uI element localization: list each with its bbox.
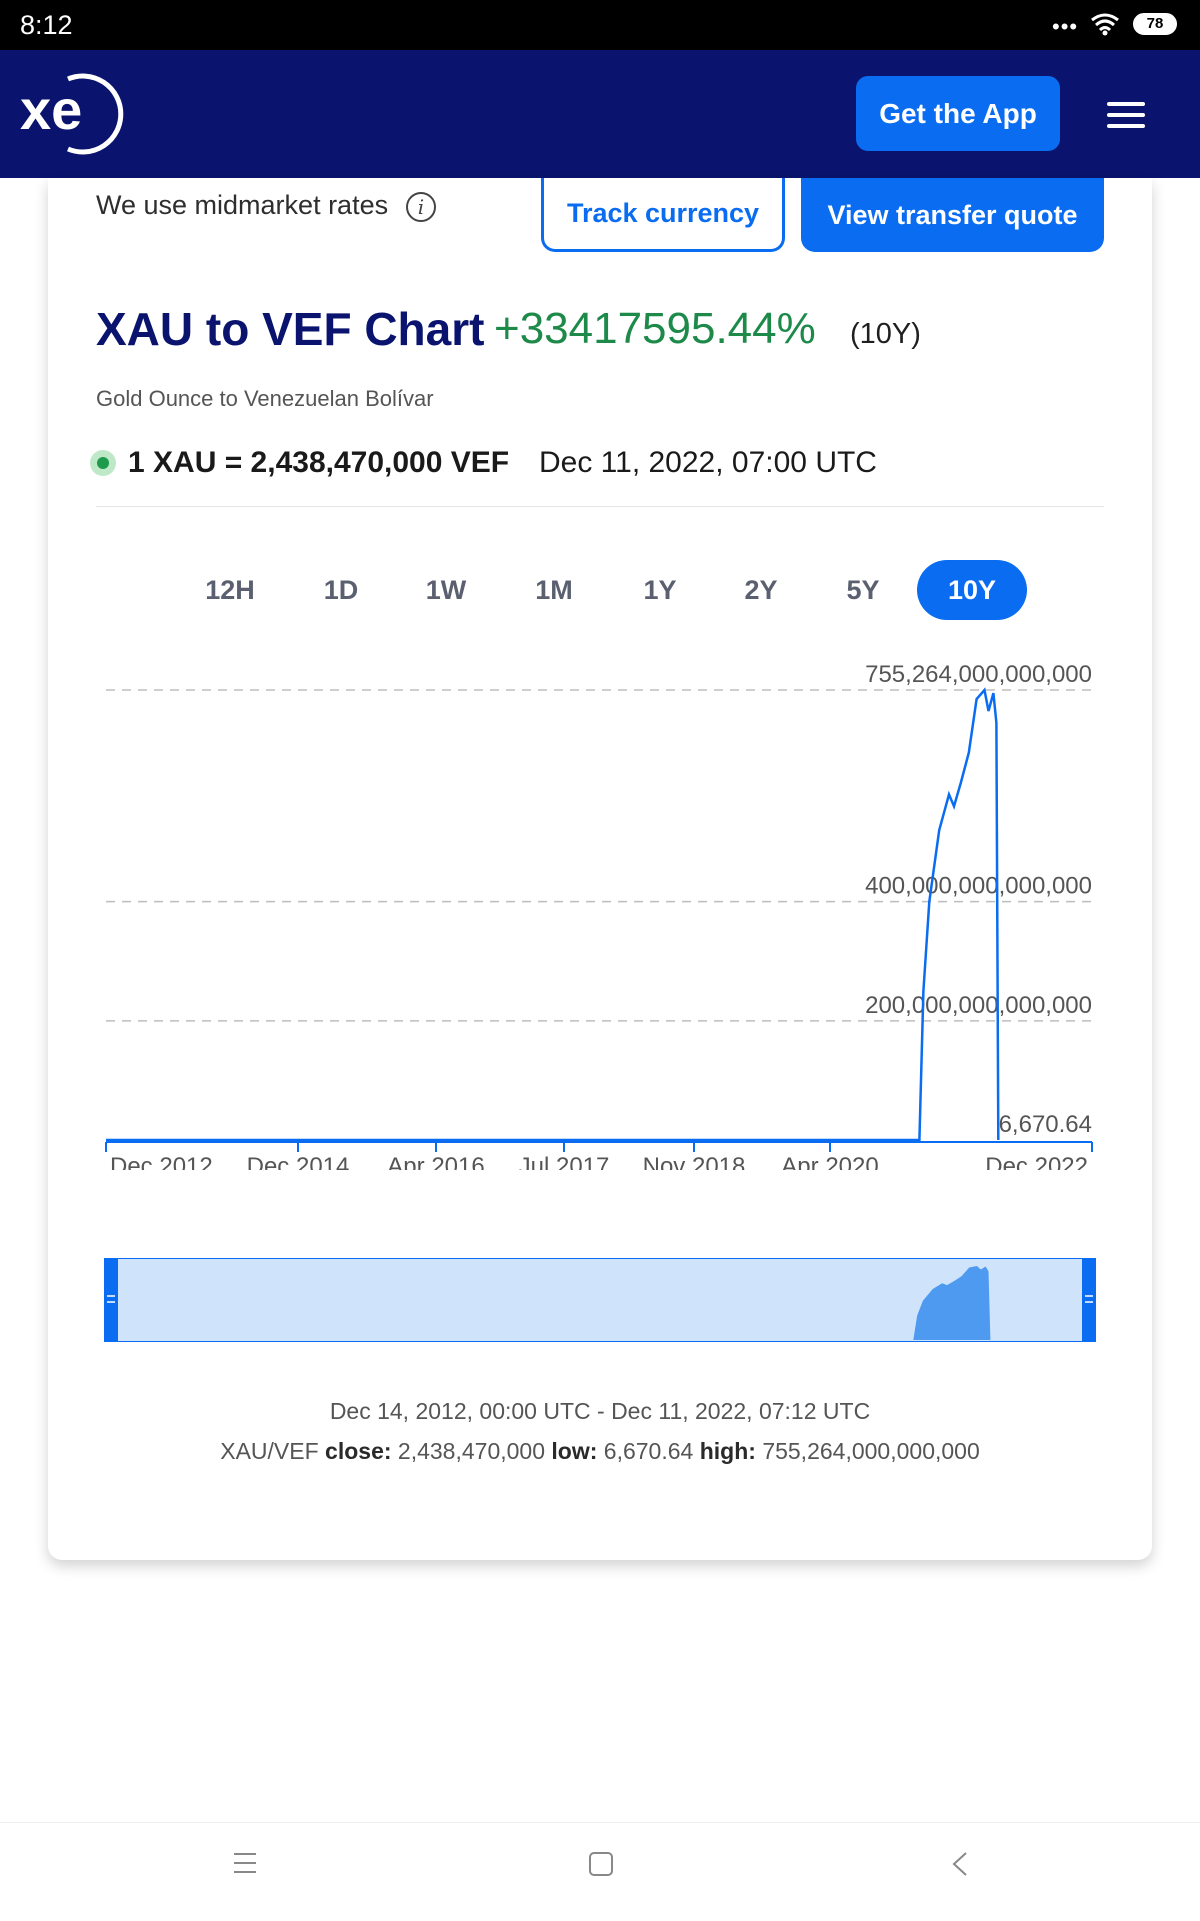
hamburger-menu-icon[interactable]	[1107, 102, 1145, 128]
x-tick-label: Jul 2017	[519, 1153, 610, 1170]
y-tick-label: 755,264,000,000,000	[865, 661, 1092, 688]
wifi-icon	[1091, 13, 1119, 36]
status-time: 8:12	[20, 10, 73, 40]
midmarket-rates-text: We use midmarket rates	[96, 190, 389, 220]
date-range-text: Dec 14, 2012, 00:00 UTC - Dec 11, 2022, …	[329, 1398, 871, 1424]
rate-stats: XAU/VEF close: 2,438,470,000 low: 6,670.…	[0, 1438, 1200, 1465]
low-label: low:	[551, 1438, 598, 1464]
period-tab-2y[interactable]: 2Y	[744, 574, 778, 605]
y-tick-label: 200,000,000,000,000	[865, 992, 1092, 1019]
battery-icon: 78	[1133, 13, 1177, 35]
x-tick-label: Apr 2020	[781, 1153, 878, 1170]
high-label: high:	[699, 1438, 756, 1464]
low-value: 6,670.64	[603, 1438, 694, 1464]
period-tab-10y[interactable]: 10Y	[917, 560, 1027, 620]
y-tick-label: 6,670.64	[999, 1111, 1092, 1138]
close-label: close:	[325, 1438, 392, 1464]
price-chart[interactable]: 755,264,000,000,000 400,000,000,000,000 20…	[96, 650, 1106, 1170]
period-tab-1d[interactable]: 1D	[323, 574, 359, 605]
divider	[96, 506, 1104, 507]
percent-change: +33417595.44%	[494, 304, 816, 353]
right-handle-icon	[1082, 1258, 1096, 1342]
status-bar	[0, 0, 1200, 50]
more-dots-icon: •••	[1052, 14, 1079, 39]
period-tab-1m[interactable]: 1M	[535, 574, 573, 605]
recent-apps-icon[interactable]	[232, 1851, 258, 1875]
rate-timestamp: Dec 11, 2022, 07:00 UTC	[539, 446, 877, 479]
period-tab-12h[interactable]: 12H	[205, 574, 255, 605]
view-transfer-quote-button[interactable]: View transfer quote	[801, 178, 1104, 252]
left-handle-icon	[104, 1258, 118, 1342]
track-currency-button[interactable]: Track currency	[541, 178, 785, 252]
x-tick-label: Nov 2018	[643, 1153, 746, 1170]
period-label: (10Y)	[850, 318, 921, 350]
x-tick-label: Dec 2014	[247, 1153, 350, 1170]
period-tab-5y[interactable]: 5Y	[846, 574, 880, 605]
chart-title: XAU to VEF Chart	[96, 303, 485, 355]
pair-label: XAU/VEF	[220, 1438, 319, 1464]
xe-logo[interactable]: xe	[20, 73, 126, 155]
x-tick-label: Apr 2016	[387, 1153, 484, 1170]
logo-text: xe	[20, 78, 82, 141]
back-icon[interactable]	[950, 1851, 970, 1877]
range-navigator[interactable]	[104, 1258, 1096, 1342]
y-tick-label: 400,000,000,000,000	[865, 873, 1092, 900]
series-line	[106, 687, 1000, 1142]
get-the-app-button[interactable]: Get the App	[856, 76, 1060, 151]
period-tab-1w[interactable]: 1W	[425, 574, 467, 605]
period-tab-1y[interactable]: 1Y	[643, 574, 677, 605]
pair-subtitle: Gold Ounce to Venezuelan Bolívar	[96, 386, 434, 411]
close-value: 2,438,470,000	[397, 1438, 546, 1464]
high-value: 755,264,000,000,000	[762, 1438, 980, 1464]
live-indicator-icon	[90, 450, 116, 476]
x-tick-label: Dec 2022	[985, 1153, 1088, 1170]
current-rate: 1 XAU = 2,438,470,000 VEF	[128, 446, 510, 479]
system-nav-bar	[0, 1822, 1200, 1921]
x-tick-label: Dec 2012	[110, 1153, 213, 1170]
home-icon[interactable]	[588, 1851, 614, 1877]
info-icon[interactable]: i	[406, 192, 436, 222]
